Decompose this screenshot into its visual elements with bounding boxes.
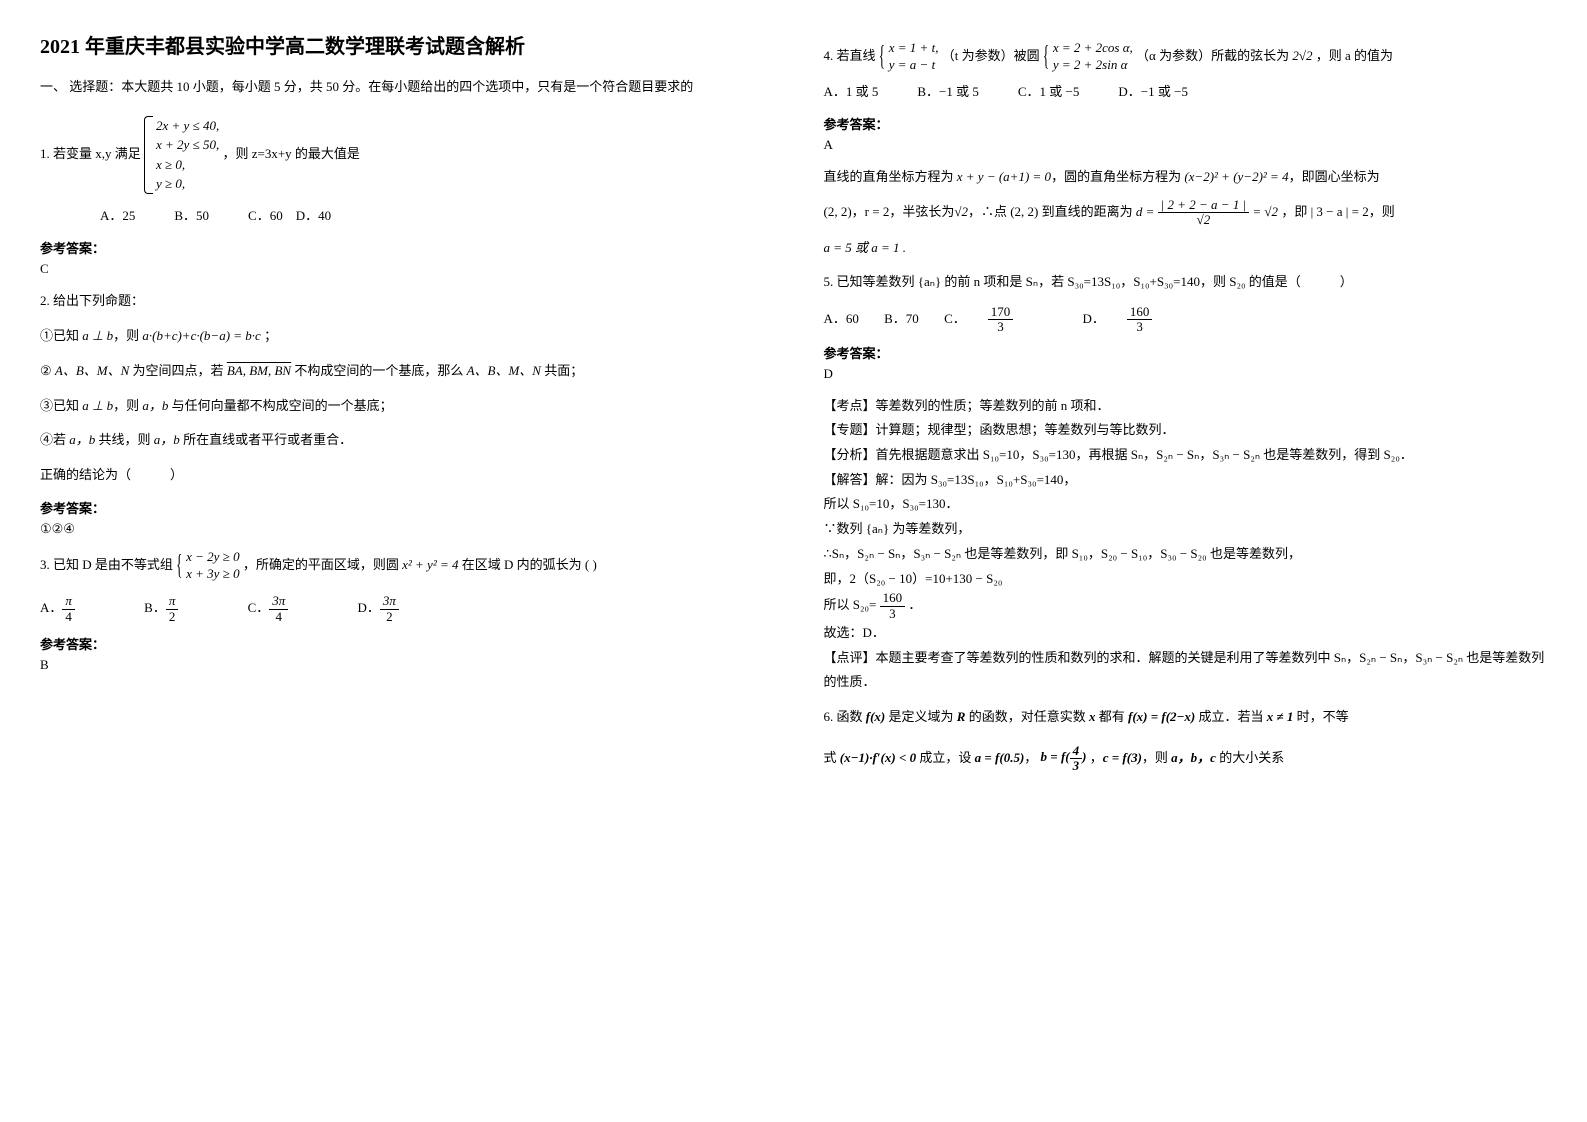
answer-label: 参考答案： (40, 238, 764, 257)
q1-system: 2x + y ≤ 40, x + 2y ≤ 50, x ≥ 0, y ≥ 0, (144, 116, 219, 194)
q5-explanation: 【考点】等差数列的性质；等差数列的前 n 项和． 【专题】计算题；规律型；函数思… (824, 394, 1548, 695)
question-6: 6. 函数 f(x) 是定义域为 R 的函数，对任意实数 x 都有 f(x) =… (824, 705, 1548, 773)
question-2: 2. 给出下列命题： ①已知 a ⊥ b，则 a·(b+c)+c·(b−a) =… (40, 289, 764, 487)
q5-answer: D (824, 366, 1548, 382)
question-5: 5. 已知等差数列 {aₙ} 的前 n 项和是 Sₙ，若 S₃₀=13S₁₀，S… (824, 270, 1548, 295)
q5-options: A．60 B．70 C．1703 D．1603 (824, 305, 1548, 335)
answer-label: 参考答案： (824, 114, 1548, 133)
q4-answer: A (824, 137, 1548, 153)
q1-options: A．25 B．50 C．60 D．40 (40, 204, 764, 229)
answer-label: 参考答案： (40, 634, 764, 653)
q3-answer: B (40, 657, 764, 673)
q1-stem-a: 1. 若变量 x,y 满足 (40, 146, 141, 161)
q4-line-param: x = 1 + t, y = a − t (879, 40, 939, 74)
q4-options: A．1 或 5 B．−1 或 5 C．1 或 −5 D．−1 或 −5 (824, 80, 1548, 105)
answer-label: 参考答案： (824, 343, 1548, 362)
q2-answer: ①②④ (40, 521, 764, 537)
q1-answer: C (40, 261, 764, 277)
q2-tail: 正确的结论为（ ） (40, 463, 764, 488)
question-1: 1. 若变量 x,y 满足 2x + y ≤ 40, x + 2y ≤ 50, … (40, 112, 764, 229)
question-4: 4. 若直线 x = 1 + t, y = a − t （t 为参数）被圆 x … (824, 40, 1548, 104)
q3-system: x − 2y ≥ 0 x + 3y ≥ 0 (176, 549, 239, 583)
q1-stem-b: ，则 z=3x+y 的最大值是 (222, 146, 359, 161)
answer-label: 参考答案： (40, 498, 764, 517)
page-title: 2021 年重庆丰都县实验中学高二数学理联考试题含解析 (40, 30, 764, 59)
q4-circle-param: x = 2 + 2cos α, y = 2 + 2sin α (1043, 40, 1133, 74)
section-heading: 一、 选择题：本大题共 10 小题，每小题 5 分，共 50 分。在每小题给出的… (40, 77, 764, 98)
question-3: 3. 已知 D 是由不等式组 x − 2y ≥ 0 x + 3y ≥ 0 ，所确… (40, 549, 764, 624)
q4-explanation: 直线的直角坐标方程为 x + y − (a+1) = 0，圆的直角坐标方程为 (… (824, 165, 1548, 260)
q2-stem: 2. 给出下列命题： (40, 289, 764, 314)
